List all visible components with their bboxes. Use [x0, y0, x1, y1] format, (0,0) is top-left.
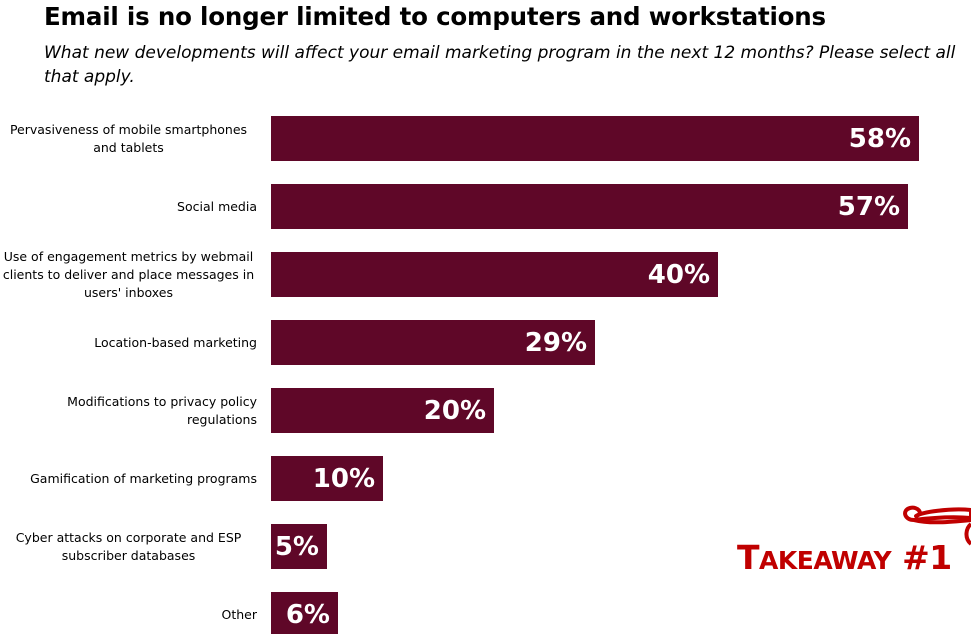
bar: 10% [271, 456, 383, 501]
bar: 58% [271, 116, 919, 161]
category-label: Modifications to privacy policy regulati… [67, 393, 257, 427]
takeaway-label: TAKEAWAY #1 [737, 538, 952, 577]
bar-value-label: 57% [837, 191, 900, 222]
bar-value-label: 40% [647, 259, 710, 290]
scroll-icon [903, 505, 971, 546]
category-label: Cyber attacks on corporate and ESP subsc… [15, 529, 242, 563]
bar-value-label: 20% [423, 395, 486, 426]
bar: 40% [271, 252, 718, 297]
chart-title: Email is no longer limited to computers … [44, 2, 826, 31]
bar: 57% [271, 184, 908, 229]
category-label: Location-based marketing [94, 334, 257, 350]
bar: 20% [271, 388, 494, 433]
bar-value-label: 10% [312, 463, 375, 494]
bar-value-label: 29% [524, 327, 587, 358]
category-label: Social media [177, 198, 257, 214]
bar-value-label: 5% [274, 531, 319, 562]
category-label: Gamification of marketing programs [30, 470, 257, 486]
category-label: Other [221, 606, 258, 622]
category-label: Use of engagement metrics by webmail cli… [2, 248, 255, 300]
bar-value-label: 58% [848, 123, 911, 154]
bar: 6% [271, 592, 338, 634]
chart-subtitle: What new developments will affect your e… [44, 43, 956, 87]
bar: 5% [271, 524, 327, 569]
bar: 29% [271, 320, 595, 365]
takeaway-number: #1 [902, 538, 952, 577]
takeaway-word: AKEAWAY [759, 546, 892, 575]
bar-value-label: 6% [285, 599, 330, 630]
takeaway-first-letter: T [737, 538, 760, 577]
category-label: Pervasiveness of mobile smartphones and … [9, 121, 248, 155]
